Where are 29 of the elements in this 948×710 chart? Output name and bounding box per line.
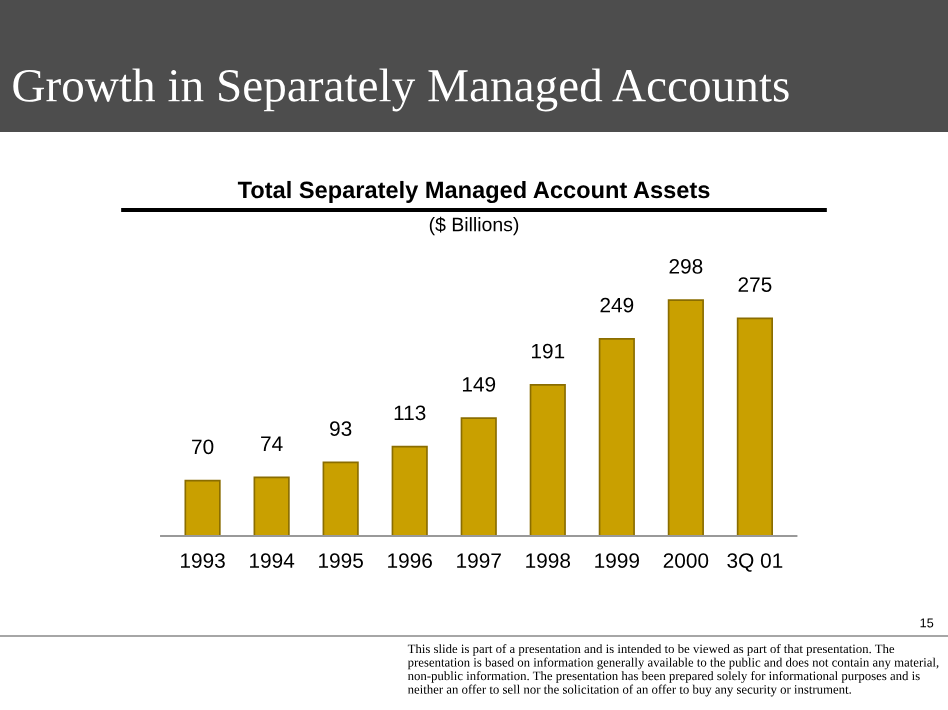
data-label: 191 (531, 343, 565, 359)
data-label: 275 (738, 277, 772, 292)
x-tick-label: 1998 (526, 553, 571, 568)
data-label: 298 (669, 259, 703, 274)
data-label: 149 (462, 376, 496, 392)
x-tick-label: 2000 (663, 553, 709, 568)
data-label: 70 (192, 439, 214, 455)
chart-subtitle: Total Separately Managed Account Assets ($ Billions) (237, 180, 710, 236)
x-tick-label: 1996 (388, 553, 432, 568)
x-tick-label: 1999 (595, 553, 640, 568)
x-tick-label: 1993 (181, 553, 225, 568)
data-label: 93 (330, 421, 352, 437)
bar (667, 299, 704, 536)
bar (391, 445, 428, 536)
x-tick-label: 3Q 01 (727, 553, 783, 572)
data-label: 249 (600, 297, 634, 313)
bar (736, 317, 773, 536)
bar (253, 476, 290, 536)
bar (529, 383, 566, 536)
x-tick-label: 1994 (250, 553, 295, 568)
bar (322, 461, 359, 536)
bar (598, 338, 635, 536)
chart-title: Growth in Separately Managed Accounts (13, 68, 789, 112)
data-label: 113 (394, 405, 426, 421)
x-tick-label: 1995 (319, 553, 363, 568)
bar (184, 479, 221, 536)
data-label: 74 (261, 436, 283, 451)
bar (460, 417, 497, 536)
x-tick-label: 1997 (457, 553, 501, 568)
